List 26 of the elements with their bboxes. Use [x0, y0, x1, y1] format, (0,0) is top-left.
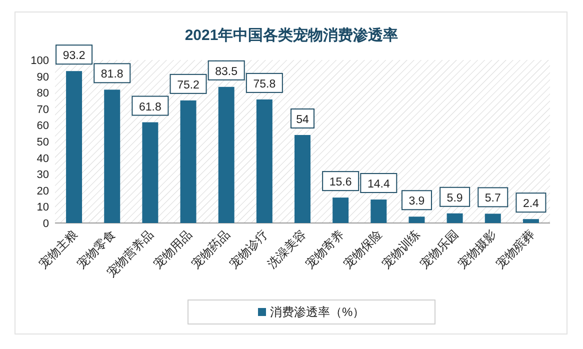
data-label: 15.6 — [329, 176, 352, 189]
data-label: 5.9 — [446, 192, 463, 204]
y-tick-label: 100 — [30, 55, 49, 67]
data-label: 14.4 — [367, 178, 390, 191]
data-label: 3.9 — [408, 196, 425, 208]
y-tick-label: 10 — [36, 202, 49, 214]
y-tick-label: 50 — [36, 136, 49, 148]
y-tick-label: 60 — [36, 120, 49, 132]
data-label: 83.5 — [215, 66, 238, 78]
y-tick-label: 90 — [36, 71, 49, 84]
y-tick-label: 80 — [36, 88, 49, 100]
y-tick-label: 0 — [42, 218, 49, 230]
data-label: 5.7 — [484, 192, 501, 205]
legend-label: 消费渗透率（%） — [270, 305, 365, 319]
data-label: 93.2 — [62, 50, 86, 62]
y-tick-label: 20 — [36, 185, 49, 198]
data-label: 81.8 — [100, 68, 124, 81]
data-label: 75.8 — [253, 78, 276, 90]
y-tick-label: 40 — [36, 152, 49, 165]
data-label: 61.8 — [138, 101, 162, 114]
y-tick-label: 70 — [36, 104, 49, 116]
chart-title: 2021年中国各类宠物消费渗透率 — [184, 26, 398, 44]
y-tick-label: 30 — [36, 169, 49, 182]
data-label: 75.2 — [177, 79, 200, 92]
data-label: 2.4 — [522, 198, 540, 210]
data-label: 54 — [296, 114, 310, 126]
